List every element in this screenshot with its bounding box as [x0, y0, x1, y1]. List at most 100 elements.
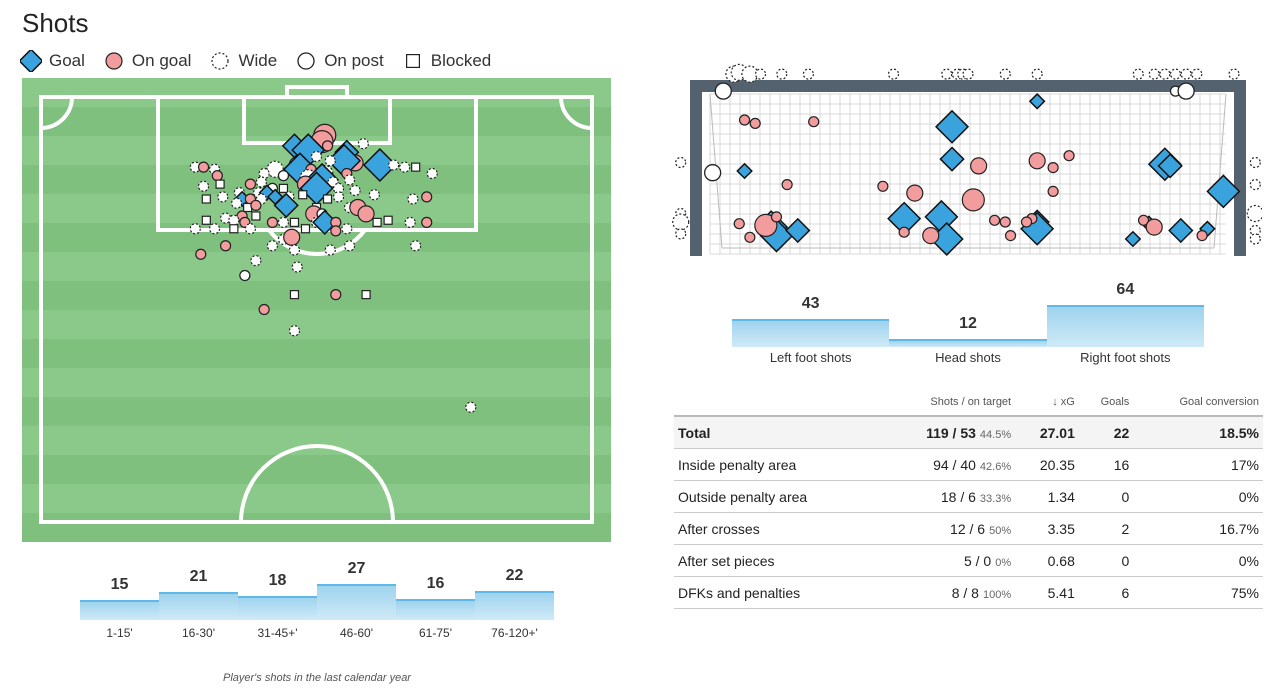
row-label: After set pieces — [674, 544, 878, 577]
shot-marker — [935, 109, 970, 144]
shot-marker — [255, 176, 267, 188]
table-row: After crosses 12 / 6 50% 3.35 2 16.7% — [674, 512, 1263, 545]
header-shots[interactable]: Shots / on target — [877, 390, 1016, 417]
bar[interactable] — [238, 596, 317, 620]
bar[interactable] — [80, 600, 159, 620]
bar-category-label: 76-120+' — [491, 626, 538, 640]
shot-marker — [754, 213, 778, 237]
shot-marker — [962, 68, 974, 80]
bar-value-label: 15 — [110, 576, 129, 593]
bar[interactable] — [1046, 305, 1204, 347]
goals-value-text: 16 — [1113, 456, 1130, 473]
shot-marker — [672, 213, 690, 231]
shot-marker — [1047, 185, 1059, 197]
conversion-value: 0% — [1133, 544, 1263, 577]
shot-marker — [330, 225, 342, 237]
bar-value-label: 16 — [426, 574, 445, 592]
chart-legend: Goal On goal Wide On post Blocked — [20, 50, 509, 72]
bar-category-label: Head shots — [935, 350, 1001, 365]
header-xg[interactable]: ↓ xG — [1015, 390, 1079, 417]
row-label: Total — [674, 416, 878, 449]
shot-marker — [244, 178, 256, 190]
xg-value-text: 5.41 — [1047, 584, 1075, 601]
shot-marker — [465, 401, 477, 413]
conversion-value-text: 18.5% — [1219, 424, 1259, 441]
shot-marker — [362, 147, 397, 183]
shot-marker — [201, 215, 211, 225]
bar-value-label: 21 — [189, 568, 208, 585]
bar-category-label: Left foot shots — [769, 350, 852, 365]
legend-label: Wide — [238, 51, 278, 70]
bar[interactable] — [317, 584, 396, 620]
xg-value-text: 0.68 — [1047, 552, 1075, 569]
on-target-percentage: 0% — [995, 556, 1012, 569]
shot-marker — [215, 179, 225, 189]
shot-marker — [922, 227, 940, 245]
shots-on-target-text: 5 / 0 — [963, 552, 992, 569]
shot-marker — [1180, 68, 1192, 80]
shot-marker — [211, 170, 223, 182]
shot-marker — [258, 303, 270, 316]
shots-on-target: 5 / 0 0% — [877, 544, 1016, 577]
conversion-value-text: 75% — [1230, 584, 1259, 601]
bar-category-label: 46-60' — [340, 626, 373, 640]
goals-value-text: 6 — [1121, 584, 1130, 601]
diamond-icon — [20, 50, 42, 72]
shot-marker — [343, 174, 356, 186]
bar-value-label: 27 — [347, 560, 366, 577]
shot-marker — [208, 223, 221, 235]
shots-on-target-text: 119 / 53 — [926, 424, 976, 441]
shot-marker — [197, 161, 210, 173]
legend-marker — [297, 52, 315, 70]
bar[interactable] — [396, 598, 475, 620]
legend-item-dashed-circle[interactable]: Wide — [209, 50, 277, 72]
shot-marker — [1020, 216, 1033, 228]
bar[interactable] — [889, 339, 1047, 347]
bar[interactable] — [159, 592, 238, 620]
shots-on-target-text: 8 / 8 — [951, 584, 979, 601]
legend-label: Goal — [49, 51, 85, 70]
goal-shots — [672, 63, 1262, 257]
shot-marker — [1168, 217, 1194, 244]
shots-on-target-text: 94 / 40 — [933, 456, 976, 473]
shot-marker — [1028, 92, 1046, 110]
shot-marker — [291, 261, 303, 273]
shot-marker — [388, 159, 400, 171]
shot-marker — [941, 68, 953, 80]
legend-item-diamond[interactable]: Goal — [20, 50, 85, 72]
shot-marker — [999, 68, 1011, 80]
shot-marker — [785, 217, 811, 244]
shot-marker — [714, 82, 732, 100]
row-label: DFKs and penalties — [674, 576, 878, 609]
row-label-text: Total — [678, 424, 711, 441]
legend-item-circle[interactable]: On goal — [103, 50, 191, 72]
row-label: Inside penalty area — [674, 448, 878, 481]
shot-marker — [300, 224, 311, 234]
shot-marker — [744, 231, 756, 243]
row-label: After crosses — [674, 512, 878, 545]
row-label-text: After set pieces — [678, 552, 775, 569]
conversion-value-text: 0% — [1238, 552, 1259, 569]
bar[interactable] — [475, 590, 554, 620]
header-conversion[interactable]: Goal conversion — [1133, 390, 1263, 417]
shot-marker — [1148, 68, 1160, 80]
shots-on-target: 8 / 8 100% — [877, 576, 1016, 609]
shot-marker — [195, 248, 207, 260]
legend-item-ring[interactable]: On post — [295, 50, 384, 72]
header-goals[interactable]: Goals — [1078, 390, 1134, 417]
shot-marker — [675, 228, 687, 240]
square-icon — [405, 53, 420, 69]
shot-marker — [357, 205, 375, 223]
bar[interactable] — [732, 318, 890, 347]
shot-marker — [239, 269, 251, 282]
shot-marker — [1132, 68, 1144, 80]
table-row: Inside penalty area 94 / 40 42.6% 20.35 16 17… — [674, 448, 1263, 481]
shot-marker — [770, 211, 783, 223]
shot-marker — [1063, 150, 1075, 162]
shots-on-target-text: 18 / 6 — [940, 488, 976, 505]
table-row: After set pieces 5 / 0 0% 0.68 0 0% — [674, 544, 1263, 577]
on-target-percentage: 100% — [982, 588, 1012, 601]
shot-marker — [228, 214, 240, 226]
legend-item-square[interactable]: Blocked — [402, 50, 491, 72]
shot-marker — [244, 223, 256, 235]
